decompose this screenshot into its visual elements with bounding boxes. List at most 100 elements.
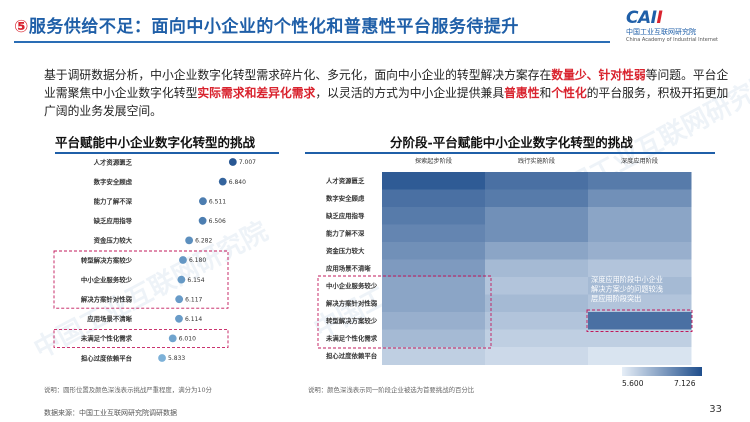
heatmap-cell	[382, 294, 486, 313]
category-label: 担心过度依赖平台	[81, 353, 133, 362]
value-label: 6.840	[229, 179, 246, 186]
heatmap-cell	[588, 329, 692, 348]
logo-mark-main: CAI	[626, 8, 657, 28]
category-label: 能力了解不深	[94, 197, 133, 206]
legend-min: 5.600	[622, 379, 644, 388]
heatmap-chart: 探索起步阶段 践行实施阶段 深度应用阶段人才资源匮乏数字安全顾虑缺乏应用指导能力了解…	[317, 157, 693, 365]
heatmap-cell	[382, 329, 486, 348]
logo-name-cn: 中国工业互联网研究院	[626, 28, 696, 36]
data-point	[218, 177, 227, 186]
caii-logo: CAII 中国工业互联网研究院 China Academy of Industr…	[626, 8, 718, 48]
heatmap-cell	[382, 312, 486, 330]
row-label: 缺乏应用指导	[325, 211, 365, 220]
heatmap-cell	[382, 259, 486, 278]
heatmap-cell	[382, 347, 486, 365]
annotation-text: 解决方案少的问题较浅	[591, 285, 663, 294]
data-point	[199, 197, 207, 206]
row-label: 数字安全顾虑	[326, 194, 365, 203]
heatmap-cell	[485, 172, 589, 190]
row-label: 资金压力较大	[326, 246, 365, 255]
data-point	[179, 256, 187, 264]
heatmap-cell	[485, 329, 589, 348]
left-panel-note: 说明：圆形位置及颜色深浅表示挑战严重程度，满分为10分	[44, 386, 212, 394]
row-label: 能力了解不深	[326, 229, 365, 238]
value-label: 6.010	[179, 336, 196, 343]
logo-name-en: China Academy of Industrial Internet	[626, 37, 718, 43]
heatmap-cell	[485, 277, 589, 295]
intro-highlight: 个性化	[551, 86, 587, 100]
data-source: 数据来源：中国工业互联网研究院调研数据	[44, 409, 177, 417]
heatmap-cell	[382, 172, 486, 190]
heatmap-cell	[588, 224, 692, 243]
category-label: 数字安全顾虑	[94, 177, 133, 186]
page-title: ⑤服务供给不足：面向中小企业的个性化和普惠性平台服务待提升	[14, 10, 604, 38]
intro-highlight: 实际需求和差异化需求	[197, 86, 316, 100]
category-label: 人才资源匮乏	[94, 157, 133, 166]
heatmap-cell	[588, 189, 692, 208]
title-number: ⑤	[14, 16, 29, 37]
heatmap-cell	[485, 242, 589, 260]
legend-max: 7.126	[674, 379, 696, 388]
category-label: 解决方案针对性弱	[81, 295, 133, 304]
title-underline	[14, 41, 610, 43]
annotation-text: 层应用阶段突出	[591, 294, 641, 303]
heatmap-cell	[588, 294, 692, 313]
category-label: 中小企业服务较少	[81, 275, 133, 284]
heatmap-cell	[485, 207, 589, 225]
value-label: 6.117	[185, 296, 202, 303]
row-label: 解决方案针对性弱	[326, 299, 378, 308]
left-panel-underline	[55, 152, 279, 154]
left-panel-title: 平台赋能中小企业数字化转型的挑战	[55, 135, 256, 150]
row-label: 应用场景不清晰	[326, 264, 371, 273]
value-label: 7.007	[239, 159, 256, 166]
value-label: 6.114	[185, 316, 202, 323]
row-label: 转型解决方案较少	[326, 316, 378, 325]
data-point	[228, 158, 237, 166]
intro-highlight: 数量少、针对性弱	[551, 68, 646, 82]
heatmap-cell	[588, 259, 692, 278]
highlight-cell-box	[586, 309, 693, 332]
value-label: 6.282	[195, 238, 212, 245]
logo-mark-accent: I	[656, 8, 663, 28]
heatmap-cell	[588, 242, 692, 260]
category-label: 转型解决方案较少	[81, 255, 133, 264]
category-label: 缺乏应用指导	[93, 216, 133, 225]
intro-segment: 和	[539, 86, 552, 100]
page-number: 33	[709, 404, 722, 415]
title-text: 服务供给不足：面向中小企业的个性化和普惠性平台服务待提升	[28, 16, 519, 37]
value-label: 6.180	[189, 257, 206, 264]
row-label: 中小企业服务较少	[326, 281, 378, 290]
heatmap-cell	[485, 312, 589, 330]
data-point	[175, 295, 184, 304]
data-point	[198, 216, 207, 225]
heatmap-cell	[382, 189, 486, 208]
intro-segment: 的平台服务，积极开拓更加广阔的业务发展空间。	[44, 86, 729, 118]
heatmap-cell	[382, 277, 486, 295]
intro-highlight: 普惠性	[504, 86, 540, 100]
heatmap-cell	[382, 207, 486, 225]
heatmap-cell	[485, 189, 589, 208]
intro-segment: 基于调研数据分析，中小企业数字化转型需求碎片化、多元化，面向中小企业的转型解决方…	[44, 68, 552, 82]
column-header: 探索起步阶段	[415, 157, 452, 165]
data-point	[158, 354, 166, 362]
data-point	[185, 236, 194, 245]
dot-chart: 人才资源匮乏 7.007 数字安全顾虑 6.840 能力了解不深 6.511 缺乏应用指导 6…	[53, 157, 256, 362]
row-label: 人才资源匮乏	[326, 176, 365, 185]
annotation-text: 深度应用阶段中小企业	[591, 275, 663, 284]
highlight-box	[317, 275, 492, 349]
value-label: 5.833	[168, 355, 185, 362]
row-label: 未满足个性化需求	[325, 334, 378, 343]
heatmap-cell	[588, 277, 692, 295]
value-label: 6.506	[209, 218, 226, 225]
heatmap-cell	[588, 312, 692, 330]
data-point	[177, 275, 186, 284]
heatmap-cell	[588, 347, 692, 365]
heatmap-cell	[485, 259, 589, 278]
heatmap-cell	[382, 242, 486, 260]
value-label: 6.511	[209, 198, 226, 205]
intro-paragraph: 基于调研数据分析，中小企业数字化转型需求碎片化、多元化，面向中小企业的转型解决方…	[44, 66, 730, 120]
heatmap-cell	[588, 207, 692, 225]
heatmap-cell	[485, 347, 589, 365]
heatmap-cell	[485, 224, 589, 243]
category-label: 资金压力较大	[94, 236, 133, 245]
